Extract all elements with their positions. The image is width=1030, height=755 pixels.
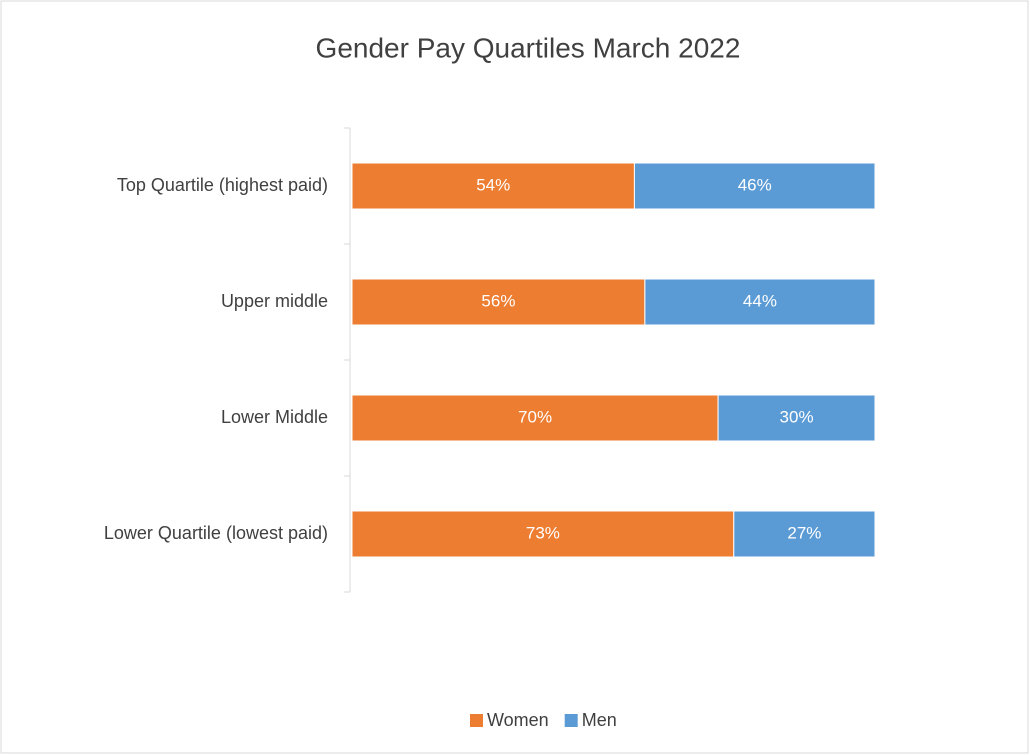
bar-segment <box>351 510 735 558</box>
y-tick-label: Lower Middle <box>221 407 328 427</box>
legend-swatch <box>564 714 578 727</box>
bar-segment <box>717 394 876 442</box>
bar-segment <box>351 162 635 210</box>
bar-segment <box>351 394 719 442</box>
y-tick-label: Upper middle <box>221 291 328 311</box>
data-label: 30% <box>780 407 814 426</box>
bar-segment <box>633 162 876 210</box>
legend-label: Women <box>487 710 549 730</box>
data-label: 54% <box>476 175 510 194</box>
data-label: 46% <box>738 175 772 194</box>
data-label: 73% <box>526 523 560 542</box>
data-label: 56% <box>481 291 515 310</box>
data-label: 27% <box>787 523 821 542</box>
bar-segment <box>733 510 876 558</box>
legend-swatch <box>470 714 483 727</box>
y-tick-label: Top Quartile (highest paid) <box>117 175 328 195</box>
category-axis <box>344 127 351 593</box>
data-label: 44% <box>743 291 777 310</box>
bar-segment <box>644 278 876 326</box>
data-label: 70% <box>518 407 552 426</box>
y-tick-label: Lower Quartile (lowest paid) <box>104 523 328 543</box>
legend-label: Men <box>582 710 617 730</box>
chart-title: Gender Pay Quartiles March 2022 <box>316 32 741 63</box>
